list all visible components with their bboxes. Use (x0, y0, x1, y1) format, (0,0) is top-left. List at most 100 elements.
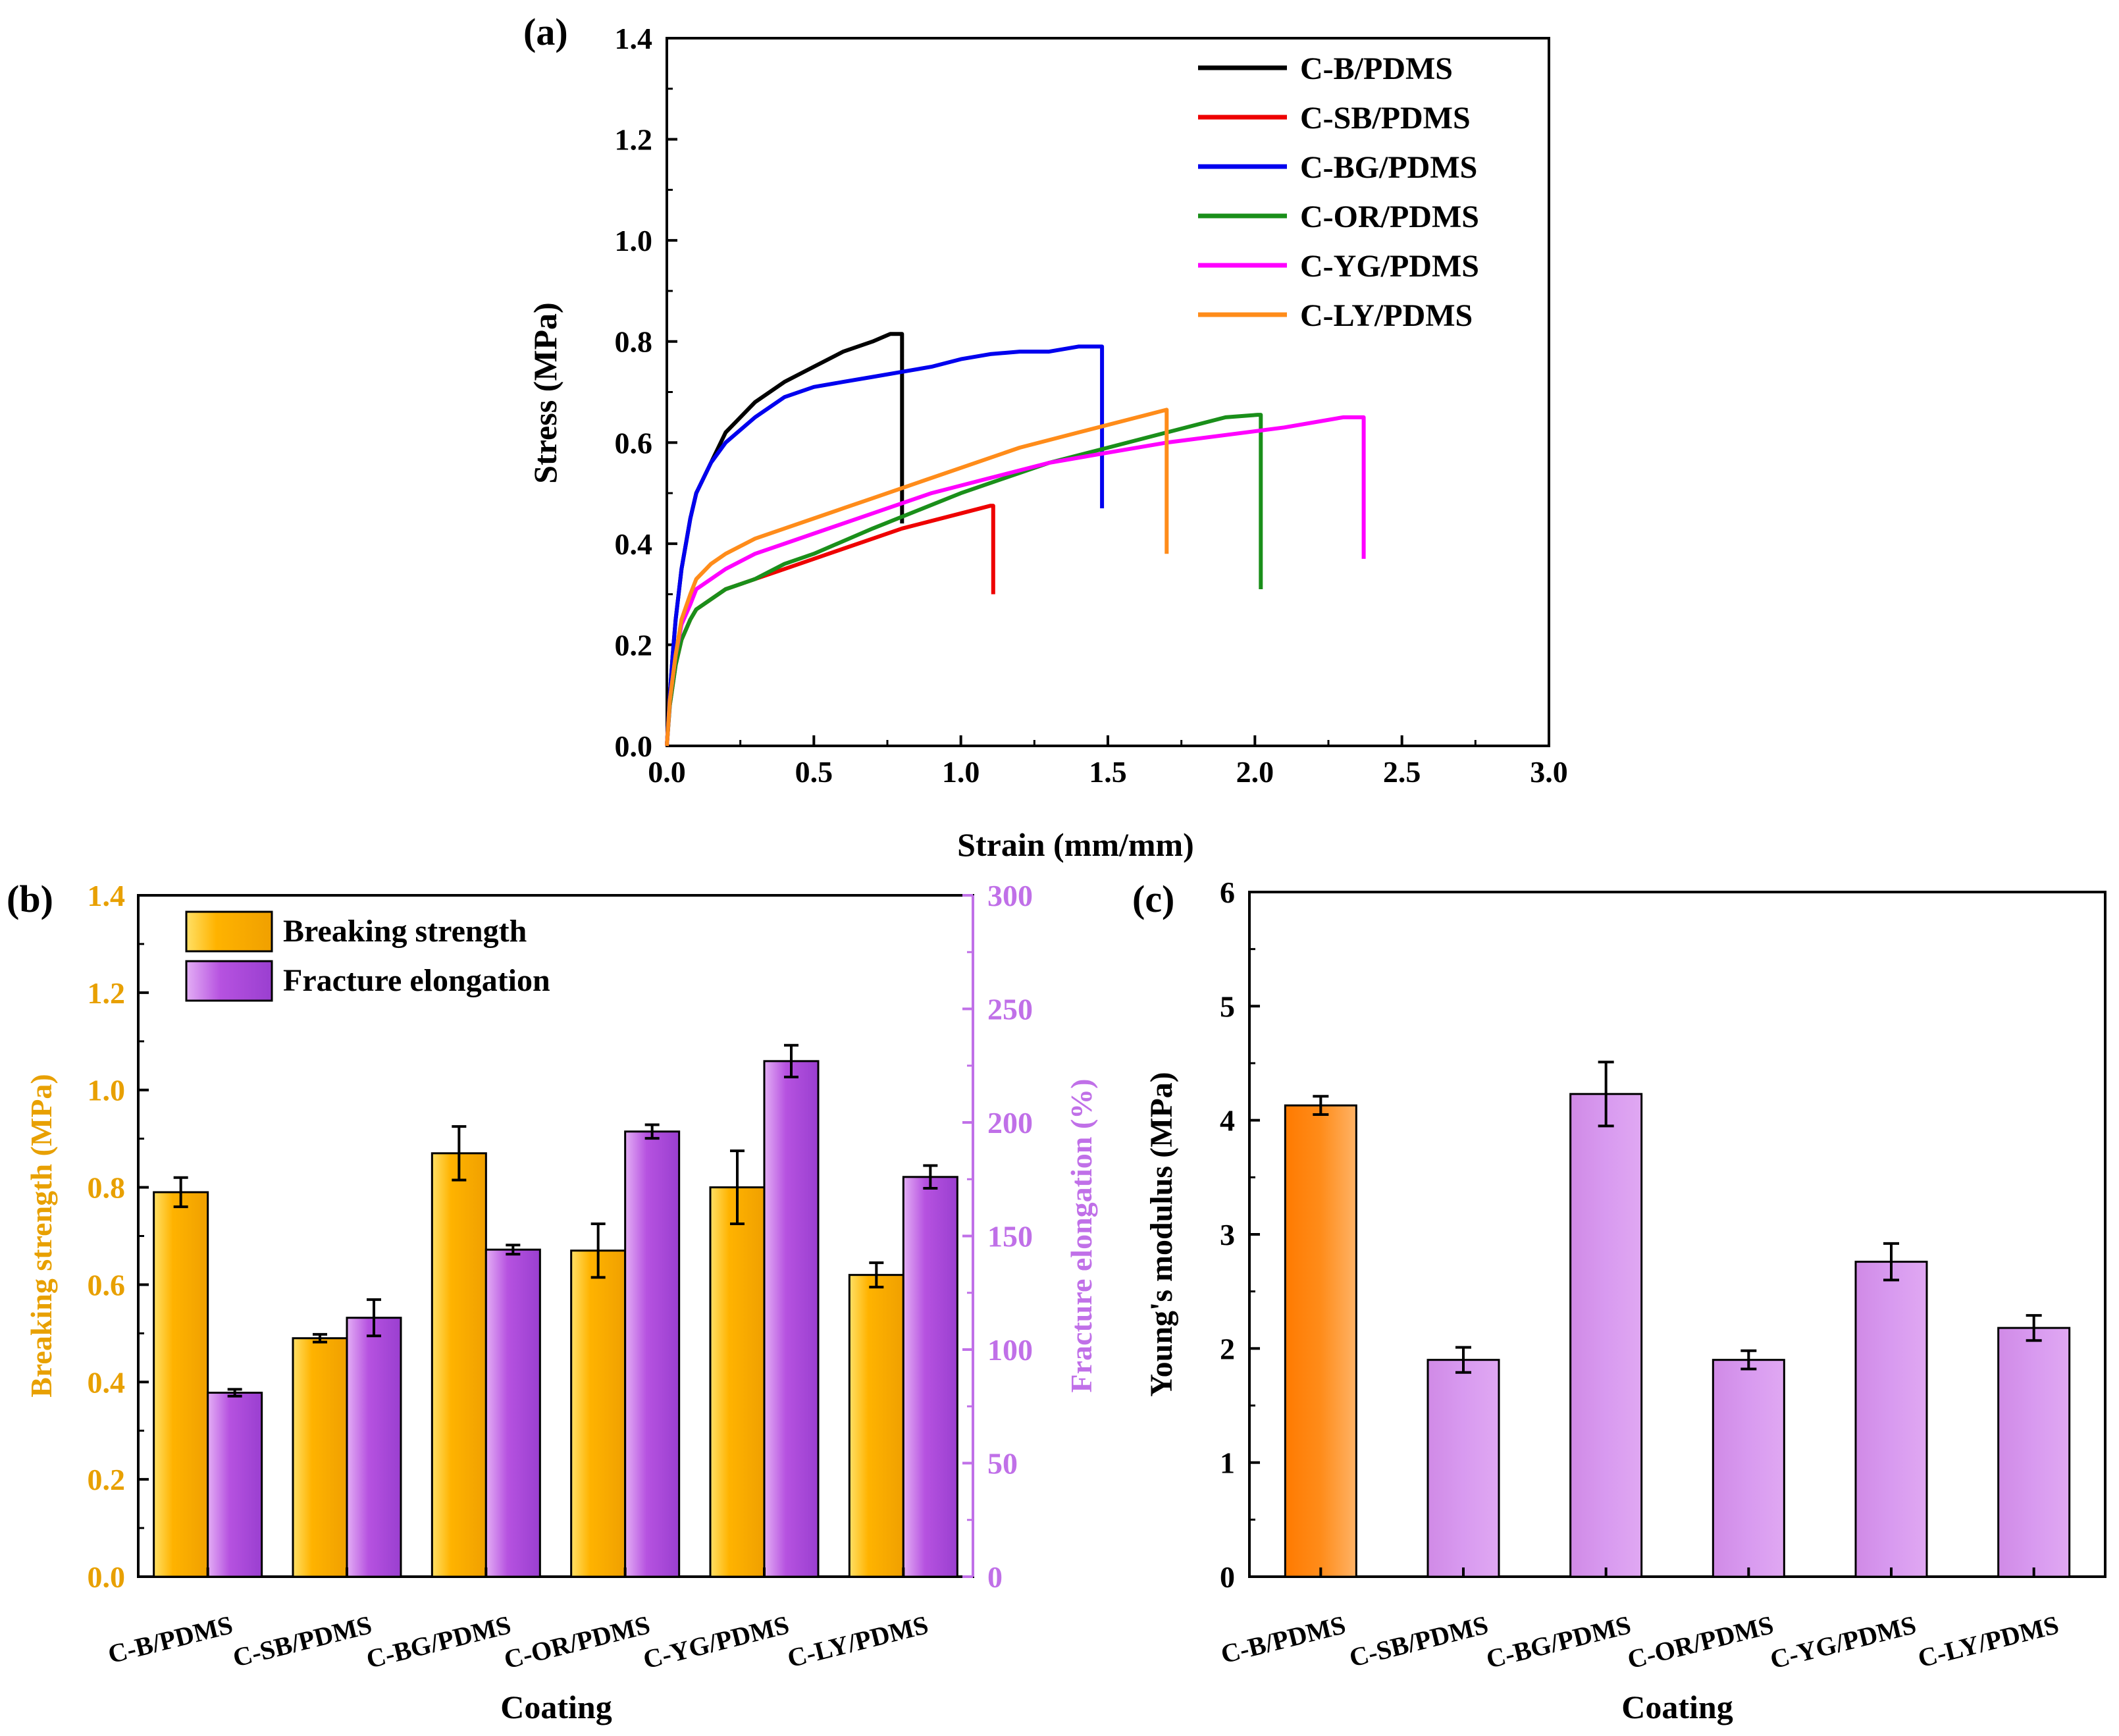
bar-fracture-elongation-c-b-pdms (207, 1392, 263, 1578)
y-tick-label: 5 (1220, 989, 1235, 1023)
legend-label-breaking-strength: Breaking strength (283, 914, 527, 949)
series-line-c-ly-pdms (665, 408, 1169, 747)
panel-b-left-y-label: Breaking strength (MPa) (24, 1074, 58, 1398)
x-tick-label: 2.0 (1236, 755, 1274, 789)
left-y-tick-label: 0.4 (88, 1365, 126, 1399)
panel-c-x-ticks: C-B/PDMSC-SB/PDMSC-BG/PDMSC-OR/PDMSC-YG/… (1218, 1567, 2062, 1675)
x-tick-label: C-BG/PDMS (1483, 1610, 1634, 1674)
y-tick-label: 0.4 (615, 527, 653, 561)
panel-c-y-ticks: 0 1 2 3 4 5 6 (1220, 876, 1260, 1594)
right-y-tick-label: 300 (987, 879, 1033, 912)
bar-c-ly-pdms (1997, 1327, 2071, 1578)
panel-b-strength-elongation: (b) 0.0 0.2 0.4 0.6 0.8 1.0 1.2 1.4 0 50 100 150 20… (7, 878, 1098, 1725)
x-tick-label: 1.0 (942, 755, 980, 789)
bar-c-or-pdms (1712, 1359, 1785, 1578)
y-tick-label: 2 (1220, 1332, 1235, 1365)
x-tick-label: C-B/PDMS (1218, 1610, 1348, 1669)
legend-label-c-yg-pdms: C-YG/PDMS (1300, 249, 1479, 284)
bar-fracture-elongation-c-sb-pdms (346, 1317, 402, 1578)
bar-c-bg-pdms (1569, 1093, 1643, 1578)
y-tick-label: 0 (1220, 1560, 1235, 1594)
panel-c-y-label: Young's modulus (MPa) (1144, 1072, 1179, 1396)
series-line-c-sb-pdms (665, 504, 995, 747)
x-tick-label: C-LY/PDMS (785, 1610, 931, 1673)
y-tick-label: 6 (1220, 876, 1235, 909)
left-y-tick-label: 1.0 (88, 1074, 126, 1107)
panel-a-x-ticks: 0.0 0.5 1.0 1.5 2.0 2.5 3.0 (648, 735, 1568, 789)
legend-label-c-b-pdms: C-B/PDMS (1300, 51, 1453, 86)
bar-breaking-strength-c-b-pdms (153, 1191, 209, 1578)
y-tick-label: 1.0 (615, 224, 653, 257)
x-tick-label: 3.0 (1530, 755, 1568, 789)
panel-a-legend: C-B/PDMS C-SB/PDMS C-BG/PDMS C-OR/PDMS C-YG/… (1198, 51, 1479, 333)
bar-fracture-elongation-c-ly-pdms (902, 1176, 958, 1578)
x-tick-label: 0.0 (648, 755, 686, 789)
bar-c-yg-pdms (1854, 1261, 1928, 1578)
x-tick-label: C-OR/PDMS (501, 1610, 653, 1674)
panel-b-bars (153, 1043, 958, 1578)
panel-a-y-ticks: 0.0 0.2 0.4 0.6 0.8 1.0 1.2 1.4 (615, 22, 677, 763)
bar-breaking-strength-c-bg-pdms (431, 1152, 487, 1578)
panel-a-stress-strain: (a) 0.0 0.5 1.0 1.5 2.0 2.5 3.0 0.00.20.40.60.… (523, 11, 1568, 863)
panel-a-x-label: Strain (mm/mm) (957, 826, 1194, 863)
right-y-tick-label: 200 (987, 1106, 1033, 1140)
panel-b-right-y-ticks: 0 50 100 150 200 250 300 (962, 879, 1033, 1594)
bar-breaking-strength-c-sb-pdms (292, 1337, 348, 1578)
legend-label-fracture-elongation: Fracture elongation (283, 963, 550, 998)
right-y-tick-label: 250 (987, 993, 1033, 1026)
bar-breaking-strength-c-yg-pdms (709, 1186, 766, 1578)
x-tick-label: C-B/PDMS (105, 1610, 235, 1669)
x-tick-label: C-SB/PDMS (230, 1610, 375, 1673)
y-tick-label: 3 (1220, 1218, 1235, 1251)
series-line-c-or-pdms (665, 413, 1263, 747)
panel-b-label: (b) (7, 878, 53, 920)
panel-b-legend: Breaking strength Fracture elongation (185, 910, 550, 1002)
panel-a-label: (a) (523, 11, 568, 53)
left-y-tick-label: 0.6 (88, 1268, 126, 1302)
y-tick-label: 1.4 (615, 22, 653, 55)
x-tick-label: C-LY/PDMS (1915, 1610, 2062, 1673)
y-tick-label: 1 (1220, 1446, 1235, 1480)
bar-breaking-strength-c-or-pdms (570, 1249, 627, 1578)
panel-b-x-label: Coating (500, 1689, 612, 1725)
panel-b-left-y-ticks: 0.0 0.2 0.4 0.6 0.8 1.0 1.2 1.4 (88, 879, 149, 1594)
bar-c-b-pdms (1284, 1104, 1357, 1578)
x-tick-label: C-OR/PDMS (1625, 1610, 1777, 1674)
right-y-tick-label: 0 (987, 1560, 1003, 1594)
bar-c-sb-pdms (1426, 1359, 1500, 1578)
x-tick-label: C-YG/PDMS (1767, 1610, 1919, 1674)
y-tick-label: 4 (1220, 1104, 1235, 1138)
left-y-tick-label: 0.8 (88, 1171, 126, 1205)
panel-c-x-label: Coating (1621, 1689, 1733, 1725)
legend-label-c-sb-pdms: C-SB/PDMS (1300, 101, 1471, 136)
right-y-tick-label: 100 (987, 1333, 1033, 1367)
x-tick-label: 2.5 (1383, 755, 1421, 789)
legend-label-c-ly-pdms: C-LY/PDMS (1300, 298, 1473, 333)
bar-fracture-elongation-c-or-pdms (624, 1130, 681, 1578)
panel-a-y-label: Stress (MPa) (527, 302, 563, 483)
left-y-tick-label: 0.2 (88, 1463, 126, 1496)
x-tick-label: C-SB/PDMS (1346, 1610, 1491, 1673)
legend-swatch-breaking-strength (185, 910, 273, 953)
bar-fracture-elongation-c-yg-pdms (763, 1060, 820, 1578)
panel-c-frame (1248, 891, 2106, 1578)
bar-fracture-elongation-c-bg-pdms (484, 1248, 541, 1578)
x-tick-label: 1.5 (1089, 755, 1127, 789)
panel-c-bars (1284, 1061, 2071, 1578)
left-y-tick-label: 0.0 (88, 1560, 126, 1594)
left-y-tick-label: 1.2 (88, 976, 126, 1010)
bar-breaking-strength-c-ly-pdms (848, 1274, 904, 1578)
panel-b-right-y-label: Fracture elongation (%) (1064, 1079, 1098, 1393)
y-tick-label: 0.6 (615, 426, 653, 460)
y-tick-label: 0.8 (615, 325, 653, 359)
panel-b-x-ticks: C-B/PDMSC-SB/PDMSC-BG/PDMSC-OR/PDMSC-YG/… (105, 1567, 931, 1675)
x-tick-label: C-BG/PDMS (363, 1610, 514, 1674)
panel-a-series (665, 332, 1366, 747)
series-line-c-yg-pdms (665, 415, 1366, 747)
x-tick-label: C-YG/PDMS (640, 1610, 792, 1674)
y-tick-label: 1.2 (615, 123, 653, 157)
panel-c-label: (c) (1132, 878, 1174, 920)
legend-label-c-bg-pdms: C-BG/PDMS (1300, 150, 1477, 185)
